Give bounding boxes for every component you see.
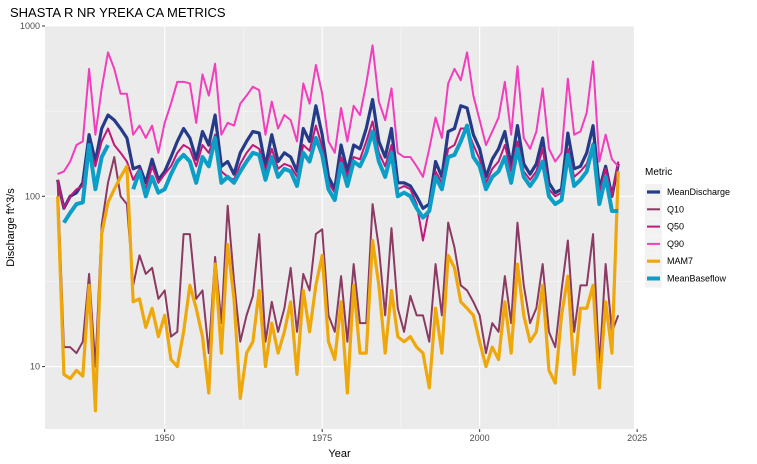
x-tick-label: 2000 xyxy=(470,433,490,443)
chart-title: SHASTA R NR YREKA CA METRICS xyxy=(10,5,226,20)
series-line-mam7 xyxy=(56,164,620,413)
x-axis-title: Year xyxy=(328,448,351,460)
plot-panel xyxy=(45,26,634,429)
series-line-q90 xyxy=(57,44,619,178)
legend-label: Q90 xyxy=(667,239,684,249)
y-tick-label: 1000 xyxy=(20,21,40,31)
series-lines xyxy=(56,44,620,413)
y-tick-label: 100 xyxy=(25,191,40,201)
legend-label: MAM7 xyxy=(667,256,693,266)
legend-label: Q10 xyxy=(667,204,684,214)
series-line-meandischarge xyxy=(56,97,620,210)
series-line-meanbaseflow xyxy=(62,123,619,224)
series-line-q10 xyxy=(56,156,620,368)
legend-label: MeanDischarge xyxy=(667,187,730,197)
x-tick-label: 1950 xyxy=(155,433,175,443)
y-axis-title: Discharge ft^3/s xyxy=(5,188,17,267)
x-tick-label: 1975 xyxy=(312,433,332,443)
axes: 1950 1975 2000 2025 10 100 1000 xyxy=(20,21,647,443)
major-gridlines xyxy=(45,25,638,429)
legend-label: MeanBaseflow xyxy=(667,274,727,284)
y-tick-label: 10 xyxy=(30,362,40,372)
legend-title: Metric xyxy=(645,167,672,178)
x-tick-label: 2025 xyxy=(627,433,647,443)
legend-label: Q50 xyxy=(667,222,684,232)
legend: Metric MeanDischarge Q10 Q50 Q90 MAM7 MeanBas… xyxy=(645,167,730,288)
